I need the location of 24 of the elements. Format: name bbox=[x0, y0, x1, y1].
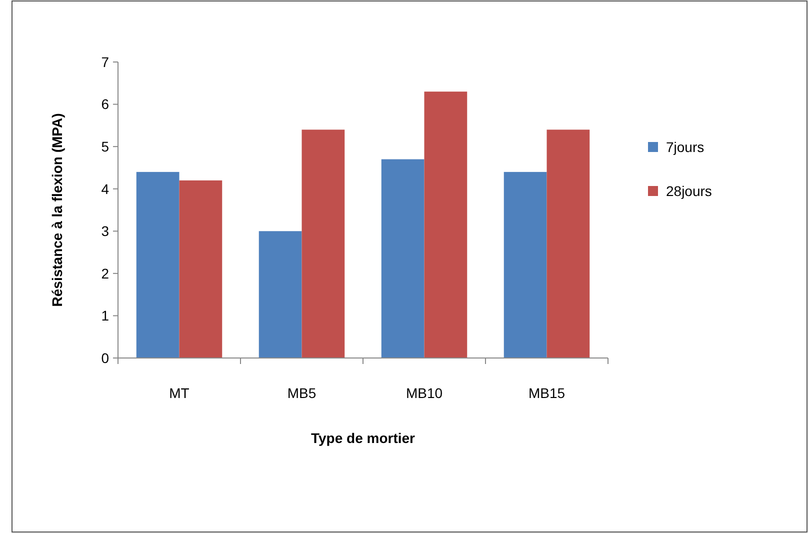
bar bbox=[179, 180, 222, 358]
y-tick-label: 2 bbox=[101, 265, 110, 282]
y-axis-title: Résistance à la flexion (MPA) bbox=[49, 113, 65, 307]
bar bbox=[258, 231, 302, 358]
y-tick-label: 3 bbox=[101, 223, 110, 240]
legend-label: 7jours bbox=[666, 138, 704, 155]
bar bbox=[504, 172, 547, 358]
bar bbox=[424, 92, 468, 358]
bar bbox=[381, 159, 424, 358]
x-tick-label: MB15 bbox=[528, 385, 566, 401]
x-tick-label: MT bbox=[169, 385, 190, 401]
x-axis-title: Type de mortier bbox=[311, 430, 416, 446]
y-tick-label: 7 bbox=[101, 54, 110, 70]
x-tick-label: MB10 bbox=[406, 385, 443, 401]
y-tick-label: 6 bbox=[101, 96, 110, 112]
y-tick-label: 5 bbox=[101, 138, 110, 154]
y-tick-label: 0 bbox=[101, 350, 110, 366]
y-tick-label: 4 bbox=[101, 180, 110, 197]
y-tick-label: 1 bbox=[101, 308, 110, 324]
bar bbox=[302, 130, 345, 358]
x-tick-label: MB5 bbox=[287, 385, 316, 401]
bar bbox=[136, 172, 180, 358]
bar bbox=[546, 130, 590, 358]
legend-label: 28jours bbox=[666, 182, 712, 199]
